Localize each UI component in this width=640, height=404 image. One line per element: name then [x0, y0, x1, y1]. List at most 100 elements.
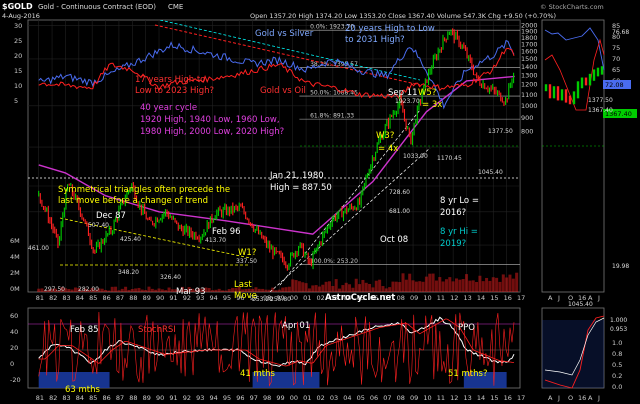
volume-bar — [374, 280, 378, 292]
right-price-tick: 1500 — [521, 55, 538, 63]
volume-bar — [174, 289, 178, 292]
x-tick-label: 98 — [263, 294, 271, 302]
volume-bar — [438, 277, 442, 292]
x-tick-label: 10 — [423, 394, 431, 402]
volume-bar — [257, 288, 261, 292]
x-tick-label: 84 — [76, 294, 84, 302]
x-tick-label: 12 — [450, 394, 458, 402]
stochrsi-line — [38, 311, 515, 387]
label-425: 425.40 — [120, 236, 141, 243]
volume-bar — [47, 289, 51, 292]
label-253: 253.20 — [252, 296, 273, 303]
volume-bar — [431, 273, 435, 292]
cycle-line-1: 1920 High, 1940 Low, 1960 Low, — [140, 115, 280, 125]
volume-bar — [384, 288, 388, 292]
volume-bar — [160, 289, 164, 292]
current-price-badge: 1367.40 — [605, 110, 632, 118]
side-price-candle — [588, 73, 592, 86]
volume-bar — [194, 289, 198, 292]
volume-bar — [508, 274, 512, 292]
volume-bar — [491, 277, 495, 292]
volume-bar — [465, 274, 469, 292]
side-label-lo: 1045.40 — [568, 301, 593, 308]
x-tick-label: 04 — [343, 394, 351, 402]
volume-bar — [87, 289, 91, 292]
volume-bar — [117, 290, 121, 292]
volume-bar — [190, 288, 194, 292]
volume-bar — [418, 281, 422, 292]
volume-bar — [60, 287, 64, 292]
volume-bar — [237, 286, 241, 292]
side-label-current: 1367.40 — [588, 107, 613, 114]
right-price-tick: 1300 — [521, 71, 538, 79]
volume-bar — [120, 288, 124, 292]
mths-51-label: 51 mths? — [448, 369, 487, 379]
x-tick-label: 83 — [62, 294, 70, 302]
x-tick-label: 09 — [410, 294, 418, 302]
side-price-candle — [568, 95, 572, 105]
side-price-panel — [541, 19, 605, 293]
volume-bar — [451, 281, 455, 292]
chart-title: Gold - Continuous Contract (EOD) — [38, 3, 156, 11]
right-price-tick: 1600 — [521, 47, 538, 55]
label-1170: 1170.45 — [437, 155, 462, 162]
volume-bar — [311, 285, 315, 292]
x-tick-label: 88 — [129, 394, 137, 402]
side-price-candle — [596, 67, 600, 77]
stockcharts-credit: © StockCharts.com — [540, 3, 604, 11]
volume-bar — [197, 288, 201, 292]
volume-bar — [104, 290, 108, 292]
volume-bar — [154, 289, 158, 292]
left-ratio-axis: 30 25 20 15 10 5 — [14, 22, 22, 105]
feb96-label: Feb 96 — [212, 227, 241, 237]
volume-tick: 6M — [10, 237, 20, 245]
side-price-candle — [580, 77, 584, 89]
label-461: 461.00 — [28, 245, 49, 252]
x-tick-label: 99 — [276, 394, 284, 402]
x-tick-label: 16 — [504, 294, 512, 302]
x-tick-label: 05 — [357, 294, 365, 302]
x-tick-label: 90 — [156, 394, 164, 402]
astrocycle-label: AstroCycle.net — [325, 293, 395, 303]
volume-bar — [388, 287, 392, 292]
right-stoch-axis: 1.0 0.8 0.5 0.2 0.0 — [612, 339, 622, 391]
fib-level-label: 0.0%: 1923.70 — [310, 24, 354, 31]
silver-cycle-line2: to 2031 High? — [345, 35, 405, 45]
fib-level-label: 50.0%: 1088.45 — [310, 90, 358, 97]
volume-bar — [404, 279, 408, 292]
x-tick-label: 86 — [103, 294, 111, 302]
volume-bar — [157, 288, 161, 292]
x-tick-label: 17 — [517, 294, 525, 302]
side-price-candle — [548, 84, 552, 99]
dec87-label: Dec 87 — [96, 211, 126, 221]
volume-bar — [94, 290, 98, 292]
label-1923: 1923.70 — [395, 98, 420, 105]
volume-bar — [444, 279, 448, 292]
volume-tick: 2M — [10, 269, 20, 277]
x-tick-label: 13 — [464, 294, 472, 302]
x-tick-label: 00 — [290, 394, 298, 402]
volume-bar — [261, 288, 265, 292]
volume-bar — [234, 288, 238, 292]
volume-bar — [90, 287, 94, 292]
volume-bar — [110, 286, 114, 292]
volume-bar — [378, 279, 382, 292]
x-axis-ppo: 81 82 83 84 85 86 87 88 89 90 91 92 93 94 95 96 97 98 99 00… — [36, 394, 526, 402]
label-255: 255.80 — [270, 296, 291, 303]
right-ratio-tick: 70 — [612, 55, 620, 63]
x-tick-label: 97 — [250, 294, 258, 302]
volume-bar — [217, 288, 221, 292]
volume-bar — [207, 288, 211, 292]
x-tick-label: 89 — [143, 294, 151, 302]
volume-bar — [327, 281, 331, 292]
side-month-axis-bottom: A J O 16 A J — [548, 394, 600, 402]
x-tick-label: 11 — [437, 394, 445, 402]
side-price-candles — [544, 66, 604, 105]
right-stoch-tick: 0.2 — [612, 372, 622, 380]
x-tick-label: 97 — [250, 394, 258, 402]
left-ratio-tick: 25 — [14, 37, 22, 45]
volume-bar — [170, 289, 174, 292]
side-month-tick: J — [597, 294, 600, 302]
seventeen-years-line1: 17 years High to — [135, 75, 205, 85]
